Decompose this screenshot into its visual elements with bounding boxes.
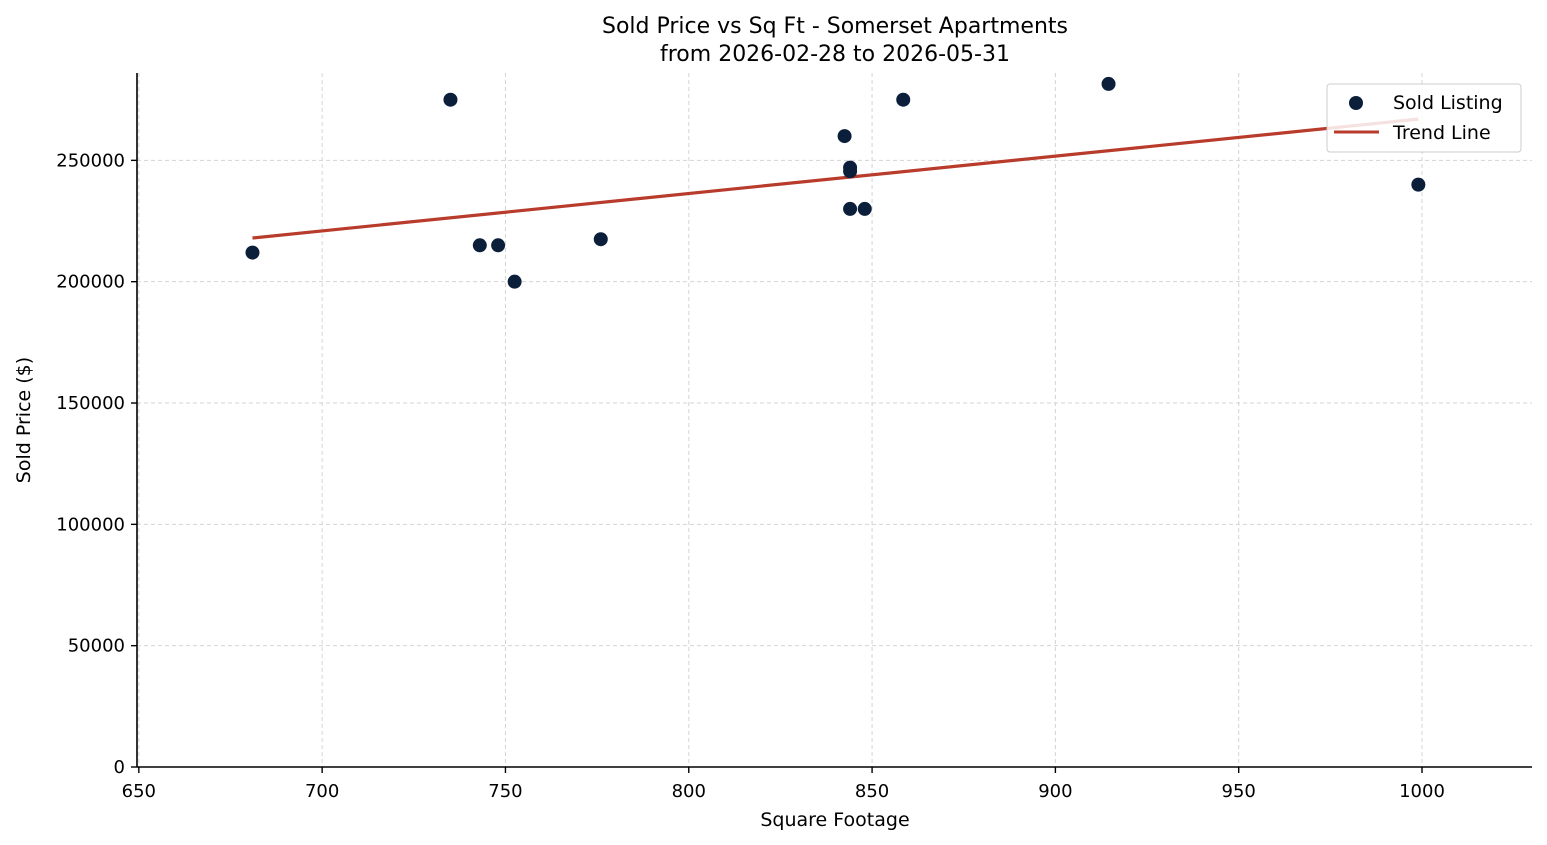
x-tick-label: 650 — [122, 781, 156, 802]
chart-title: Sold Price vs Sq Ft - Somerset Apartment… — [602, 14, 1068, 39]
x-tick-label: 850 — [855, 781, 889, 802]
y-axis-label: Sold Price ($) — [13, 357, 35, 483]
trend-line — [252, 117, 1419, 240]
legend-point-marker — [1349, 96, 1363, 110]
points-layer — [245, 76, 1426, 289]
data-point — [593, 232, 608, 247]
legend: Sold Listing Trend Line — [1326, 83, 1522, 153]
y-tick-label: 0 — [114, 757, 125, 778]
x-tick-label: 750 — [488, 781, 522, 802]
trend-line-layer — [252, 117, 1419, 240]
data-point — [843, 164, 858, 179]
data-point — [1411, 177, 1426, 192]
data-point — [857, 201, 872, 216]
x-tick-label: 800 — [672, 781, 706, 802]
legend-box — [1326, 83, 1522, 153]
y-tick-label: 250000 — [56, 150, 125, 171]
data-point — [245, 245, 260, 260]
axes: 650 700 750 800 850 900 950 1000 0 50000 100000 150… — [56, 73, 1532, 802]
data-point — [896, 92, 911, 107]
data-point — [443, 92, 458, 107]
data-point — [472, 238, 487, 253]
x-tick-label: 900 — [1038, 781, 1072, 802]
x-tick-label: 950 — [1222, 781, 1256, 802]
data-point — [843, 201, 858, 216]
y-tick-label: 100000 — [56, 514, 125, 535]
legend-label-trend-line: Trend Line — [1392, 122, 1491, 144]
data-point — [1101, 76, 1116, 91]
y-tick-label: 50000 — [68, 636, 125, 657]
legend-label-sold-listing: Sold Listing — [1393, 92, 1503, 114]
y-tick-label: 150000 — [56, 393, 125, 414]
data-point — [507, 274, 522, 289]
data-point — [837, 129, 852, 144]
x-axis-label: Square Footage — [760, 809, 909, 831]
y-tick-label: 200000 — [56, 272, 125, 293]
x-tick-label: 1000 — [1399, 781, 1445, 802]
x-tick-label: 700 — [305, 781, 339, 802]
data-point — [491, 238, 506, 253]
chart-subtitle: from 2026-02-28 to 2026-05-31 — [660, 42, 1010, 67]
